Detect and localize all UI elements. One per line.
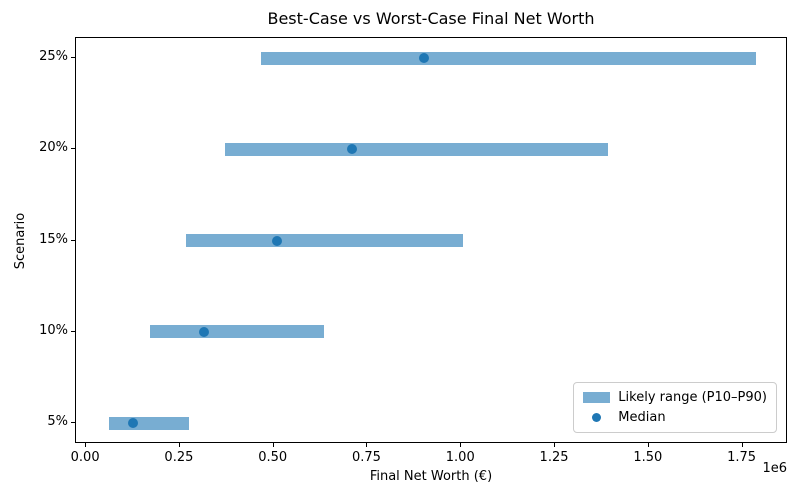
y-tick-mark [71, 330, 75, 332]
x-tick-mark [741, 443, 743, 447]
y-tick-mark [71, 148, 75, 150]
x-tick-mark [554, 443, 556, 447]
legend-item-range: Likely range (P10–P90) [583, 389, 767, 406]
y-tick-mark [71, 57, 75, 58]
y-tick-label: 25% [39, 49, 68, 64]
range-bar [185, 234, 464, 247]
median-dot [199, 326, 210, 337]
plot-area: Likely range (P10–P90) Median [75, 37, 787, 443]
legend-median-label: Median [618, 410, 666, 425]
y-tick-label: 20% [39, 140, 68, 156]
range-bar [108, 416, 190, 430]
median-dot [347, 144, 358, 155]
chart-title: Best-Case vs Worst-Case Final Net Worth [267, 9, 595, 28]
median-dot [128, 418, 139, 428]
x-tick-mark [647, 443, 649, 447]
legend-range-label: Likely range (P10–P90) [618, 390, 767, 405]
x-tick-label: 0.00 [70, 450, 100, 465]
y-tick-mark [71, 422, 75, 423]
median-dot [272, 235, 283, 246]
legend-item-median: Median [583, 409, 767, 426]
legend: Likely range (P10–P90) Median [573, 382, 777, 433]
x-tick-mark [460, 443, 462, 447]
range-bar [224, 142, 608, 156]
range-bar [149, 325, 325, 339]
range-swatch-icon [583, 392, 611, 403]
x-tick-label: 1.25 [539, 450, 569, 465]
x-tick-label: 0.75 [351, 450, 381, 465]
x-tick-label: 0.50 [258, 450, 288, 465]
x-tick-label: 0.25 [164, 450, 194, 465]
y-tick-label: 15% [39, 231, 68, 247]
x-tick-label: 1.50 [633, 450, 663, 465]
x-tick-label: 1.75 [727, 450, 757, 465]
legend-range-handle [583, 392, 611, 403]
y-tick-label: 10% [39, 322, 68, 338]
x-tick-mark [366, 443, 368, 447]
x-tick-label: 1.00 [445, 450, 475, 465]
y-tick-mark [71, 239, 75, 241]
x-tick-mark [178, 443, 180, 447]
x-tick-mark [85, 443, 87, 447]
median-swatch-icon [592, 413, 602, 422]
legend-median-handle [583, 413, 610, 422]
x-tick-mark [272, 443, 274, 447]
range-bar [260, 51, 756, 65]
median-dot [418, 53, 429, 63]
y-tick-label: 5% [47, 414, 68, 429]
x-axis-label: Final Net Worth (€) [369, 469, 493, 484]
x-axis-offset-label: 1e6 [762, 461, 787, 476]
